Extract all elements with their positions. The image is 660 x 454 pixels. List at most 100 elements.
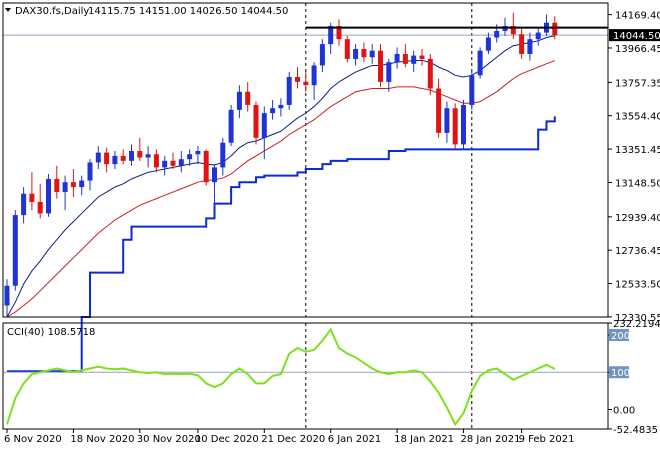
current-price-tag <box>609 29 660 42</box>
candle-body <box>112 155 118 165</box>
candle <box>228 104 234 147</box>
candle-body <box>527 39 533 54</box>
candle-body <box>4 285 10 306</box>
candle-body <box>436 88 442 133</box>
candle-body <box>278 104 284 109</box>
candle-body <box>402 53 408 64</box>
candle-body <box>469 75 475 105</box>
candle <box>112 150 118 170</box>
candle-body <box>295 76 300 82</box>
candle <box>452 103 458 150</box>
candle <box>79 175 85 196</box>
dropdown-triangle-icon[interactable] <box>5 8 11 12</box>
candle-body <box>419 55 425 59</box>
candle <box>519 27 525 59</box>
candle-body <box>270 108 276 114</box>
main-pane-grid <box>3 3 608 317</box>
candle-body <box>510 26 516 35</box>
candle-body <box>178 159 184 166</box>
candle <box>137 137 143 161</box>
candle-body <box>79 180 85 188</box>
candle-body <box>120 155 126 161</box>
candle <box>29 172 35 211</box>
candle-body <box>303 81 309 86</box>
candle <box>361 42 367 63</box>
candle <box>37 183 43 219</box>
candle-body <box>535 32 541 40</box>
candle <box>170 152 176 170</box>
candle-body <box>95 152 101 163</box>
ohlc-readout: 14115.75 14151.00 14026.50 14044.50 <box>88 6 288 17</box>
candle <box>527 32 533 61</box>
candle <box>444 101 450 143</box>
candle <box>386 58 392 92</box>
candle-body <box>87 162 93 181</box>
candle <box>319 39 325 73</box>
candle-body <box>54 178 60 193</box>
cci-line <box>6 327 556 427</box>
candle-body <box>336 26 342 40</box>
candle <box>236 85 242 119</box>
candle <box>12 210 18 291</box>
price-tick-label: 13351.45 <box>615 145 660 156</box>
candle-body <box>21 193 27 216</box>
cci-level-tag <box>609 328 629 341</box>
candle-body <box>386 62 392 82</box>
candle <box>95 146 101 170</box>
time-tick-label: 21 Dec 2020 <box>261 434 325 445</box>
candle-body <box>162 160 168 168</box>
candle-body <box>220 142 226 168</box>
candle-body <box>104 152 110 165</box>
candle-body <box>344 39 350 59</box>
candle-body <box>203 150 209 183</box>
candle <box>469 70 475 110</box>
time-tick-label: 6 Jan 2021 <box>328 434 382 445</box>
candlesticks <box>4 12 558 317</box>
candle <box>353 44 359 66</box>
candle-body <box>485 37 491 51</box>
candle <box>261 106 267 160</box>
candle <box>212 164 217 206</box>
cci-level-label: 100 <box>611 368 630 379</box>
candle <box>394 47 400 69</box>
price-tick-label: 12330.55 <box>615 313 660 324</box>
price-tick-label: 13966.45 <box>615 44 660 55</box>
cci-tick-label: 232.2194 <box>613 319 660 330</box>
candle-body <box>361 49 367 58</box>
candle-body <box>311 65 317 86</box>
candle <box>510 12 516 40</box>
price-tick-label: 14169.40 <box>615 11 660 22</box>
price-tick-label: 12533.50 <box>615 280 660 291</box>
candle-body <box>236 91 242 110</box>
candle-body <box>70 182 76 188</box>
candle-body <box>427 58 433 89</box>
candle-body <box>369 50 375 58</box>
candle-body <box>411 55 417 64</box>
candle-body <box>195 150 201 155</box>
candle <box>54 165 60 199</box>
cci-tick-label: -52.4835 <box>613 425 658 436</box>
candle-body <box>261 113 267 138</box>
candle-body <box>286 76 292 105</box>
cci-label: CCI(40) 108.5718 <box>7 327 95 338</box>
candle-body <box>378 50 383 82</box>
candle-body <box>46 178 51 214</box>
main-pane-frame <box>2 2 609 318</box>
price-tick-label: 12736.45 <box>615 246 660 257</box>
candle <box>286 72 292 110</box>
candle <box>427 53 433 96</box>
candle-body <box>129 150 134 161</box>
candle-body <box>552 22 558 36</box>
candle <box>195 146 201 165</box>
candle <box>369 44 375 64</box>
candle-body <box>319 44 325 66</box>
cci-level-tag <box>609 366 629 379</box>
candle <box>485 32 491 54</box>
candle <box>461 99 466 150</box>
candle <box>46 173 51 217</box>
price-tick-label: 13148.50 <box>615 178 660 189</box>
candle-body <box>328 26 334 45</box>
candle-body <box>12 215 18 286</box>
